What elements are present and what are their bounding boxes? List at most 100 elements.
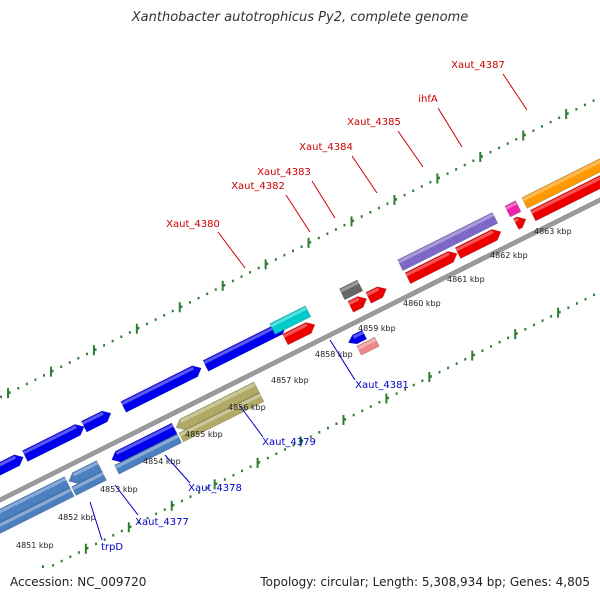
- feature-gene-fwd-highlight: [22, 425, 77, 455]
- tick-label: 4862 kbp: [490, 251, 528, 260]
- gene-label-reverse: Xaut_4381: [355, 380, 409, 391]
- tick-label: 4861 kbp: [447, 275, 485, 284]
- feature-gene-fwd: [21, 424, 85, 462]
- feature-gene-ihfa: [504, 200, 522, 218]
- gene-label-forward: Xaut_4380: [166, 219, 220, 230]
- leader-line: [397, 130, 424, 168]
- feature-gene-fwd-highlight: [203, 324, 280, 365]
- feature-cds-highlight: [405, 252, 450, 277]
- leader-line: [217, 231, 246, 269]
- feature-cds-rev-highlight: [72, 461, 99, 477]
- feature-cds-highlight: [348, 297, 360, 305]
- feature-cds: [404, 251, 458, 285]
- feature-gene-fwd-highlight: [121, 366, 195, 406]
- leader-line-rev: [89, 501, 103, 541]
- tick-label: 4856 kbp: [228, 403, 266, 412]
- feature-gene-xaut4382: [338, 279, 364, 301]
- feature-cds-highlight: [366, 287, 380, 297]
- tick-label: 4859 kbp: [358, 324, 396, 333]
- genome-backbone: [0, 197, 600, 503]
- feature-gene-rev-highlight: [72, 472, 104, 491]
- feature-cds-highlight: [455, 230, 494, 252]
- feature-cds-rev-highlight: [0, 477, 67, 514]
- leader-line: [285, 194, 311, 233]
- topology-text: Topology: circular; Length: 5,308,934 bp…: [260, 575, 590, 589]
- feature-gene-xaut4385: [397, 212, 499, 272]
- feature-gene-xaut4380-highlight: [270, 306, 308, 328]
- feature-cds-xaut4381-highlight: [352, 331, 364, 339]
- feature-gene-fwd-highlight: [81, 411, 104, 425]
- position-rulers: [0, 99, 596, 568]
- tick-label: 4863 kbp: [534, 227, 572, 236]
- feature-gene-rev-highlight: [114, 434, 179, 469]
- feature-cds: [347, 296, 368, 313]
- feature-gene-rev-highlight: [179, 393, 262, 437]
- feature-gene-xaut4387-highlight: [522, 159, 600, 202]
- gene-features: [0, 158, 600, 534]
- tick-label: 4858 kbp: [315, 350, 353, 359]
- gene-label-forward: Xaut_4384: [299, 142, 353, 153]
- feature-cds: [529, 175, 600, 222]
- feature-cds: [282, 322, 316, 346]
- leader-line: [437, 107, 463, 148]
- backbone-line: [0, 197, 600, 503]
- feature-cds-rev: [175, 381, 260, 431]
- map-title: Xanthobacter autotrophicus Py2, complete…: [131, 10, 469, 25]
- gene-label-forward: Xaut_4387: [451, 60, 505, 71]
- leader-line: [502, 73, 528, 111]
- tick-label: 4851 kbp: [16, 541, 54, 550]
- leader-line-rev: [164, 454, 191, 484]
- feature-gene-fwd-highlight: [0, 455, 17, 467]
- tick-label: 4854 kbp: [143, 457, 181, 466]
- feature-cds-highlight: [530, 176, 600, 214]
- gene-label-reverse: trpD: [101, 542, 123, 553]
- feature-cds-rev-highlight: [180, 382, 256, 423]
- feature-cds-rev: [111, 422, 178, 463]
- feature-cds-highlight: [283, 323, 308, 338]
- label-leaders: [89, 73, 528, 541]
- leader-line-rev: [329, 339, 356, 381]
- feature-gene-rev: [71, 470, 107, 496]
- feature-gene-rev: [178, 392, 265, 443]
- gene-labels: Xaut_4380 Xaut_4382 Xaut_4383 Xaut_4384 Xaut…: [101, 60, 505, 553]
- tick-label: 4852 kbp: [58, 513, 96, 522]
- feature-gene-xaut4380: [269, 305, 312, 335]
- feature-gene-xaut4382-highlight: [339, 280, 360, 293]
- leader-line: [311, 180, 336, 219]
- tick-label: 4860 kbp: [403, 299, 441, 308]
- gene-label-reverse: Xaut_4378: [188, 483, 242, 494]
- gene-label-reverse: Xaut_4379: [262, 437, 316, 448]
- leader-line: [351, 155, 378, 194]
- feature-gene-rev: [356, 336, 380, 356]
- feature-cds: [512, 216, 527, 230]
- gene-label-forward: Xaut_4382: [231, 181, 285, 192]
- feature-gene-fwd: [120, 365, 202, 413]
- gene-label-forward: Xaut_4383: [257, 167, 311, 178]
- feature-gene-xaut4387: [521, 158, 600, 209]
- feature-gene-rev-highlight: [357, 338, 377, 350]
- feature-cds: [454, 229, 502, 259]
- gene-label-forward: Xaut_4385: [347, 117, 401, 128]
- feature-gene-xaut4385-highlight: [398, 213, 495, 264]
- feature-gene-rev: [114, 433, 183, 475]
- gene-label-reverse: Xaut_4377: [135, 517, 189, 528]
- tick-label: 4855 kbp: [185, 430, 223, 439]
- feature-cds-xaut4381: [347, 329, 368, 345]
- feature-gene-fwd: [0, 454, 24, 476]
- feature-gene-rev: [0, 487, 75, 534]
- feature-gene-fwd: [202, 323, 287, 372]
- feature-cds-rev-highlight: [115, 424, 174, 455]
- leader-line-rev: [114, 484, 139, 516]
- accession-text: Accession: NC_009720: [10, 575, 147, 589]
- gene-label-forward: ihfA: [418, 94, 438, 105]
- leader-line-rev: [239, 405, 264, 438]
- tick-label: 4857 kbp: [271, 376, 309, 385]
- feature-gene-fwd: [80, 410, 112, 433]
- feature-cds-highlight: [513, 217, 519, 223]
- feature-gene-rev-highlight: [0, 488, 72, 527]
- feature-gene-ihfa-highlight: [505, 201, 518, 210]
- feature-cds: [365, 286, 387, 304]
